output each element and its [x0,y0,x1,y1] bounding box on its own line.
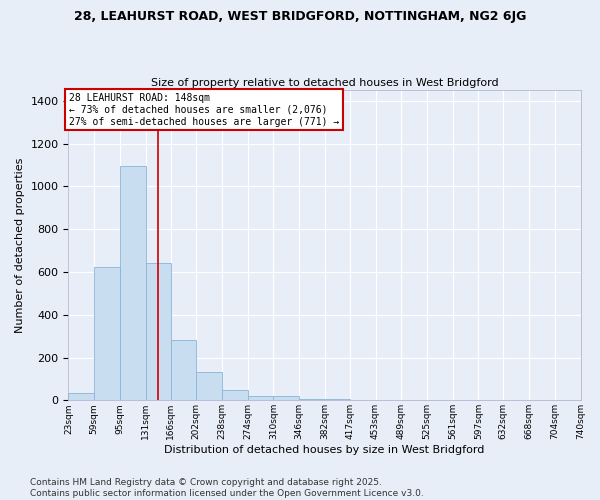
Bar [170,340,196,400]
Text: Contains HM Land Registry data © Crown copyright and database right 2025.
Contai: Contains HM Land Registry data © Crown c… [30,478,424,498]
X-axis label: Distribution of detached houses by size in West Bridgford: Distribution of detached houses by size … [164,445,485,455]
Bar [196,372,222,400]
Y-axis label: Number of detached properties: Number of detached properties [15,158,25,333]
Bar [274,396,299,400]
Bar [248,396,274,400]
Bar [299,399,325,400]
Bar [94,266,120,400]
Title: Size of property relative to detached houses in West Bridgford: Size of property relative to detached ho… [151,78,498,88]
Text: 28, LEAHURST ROAD, WEST BRIDGFORD, NOTTINGHAM, NG2 6JG: 28, LEAHURST ROAD, WEST BRIDGFORD, NOTTI… [74,10,526,23]
Text: 28 LEAHURST ROAD: 148sqm
← 73% of detached houses are smaller (2,076)
27% of sem: 28 LEAHURST ROAD: 148sqm ← 73% of detach… [69,94,340,126]
Bar [120,166,146,400]
Bar [146,264,170,400]
Bar [222,390,248,400]
Bar [68,393,94,400]
Bar [325,399,350,400]
